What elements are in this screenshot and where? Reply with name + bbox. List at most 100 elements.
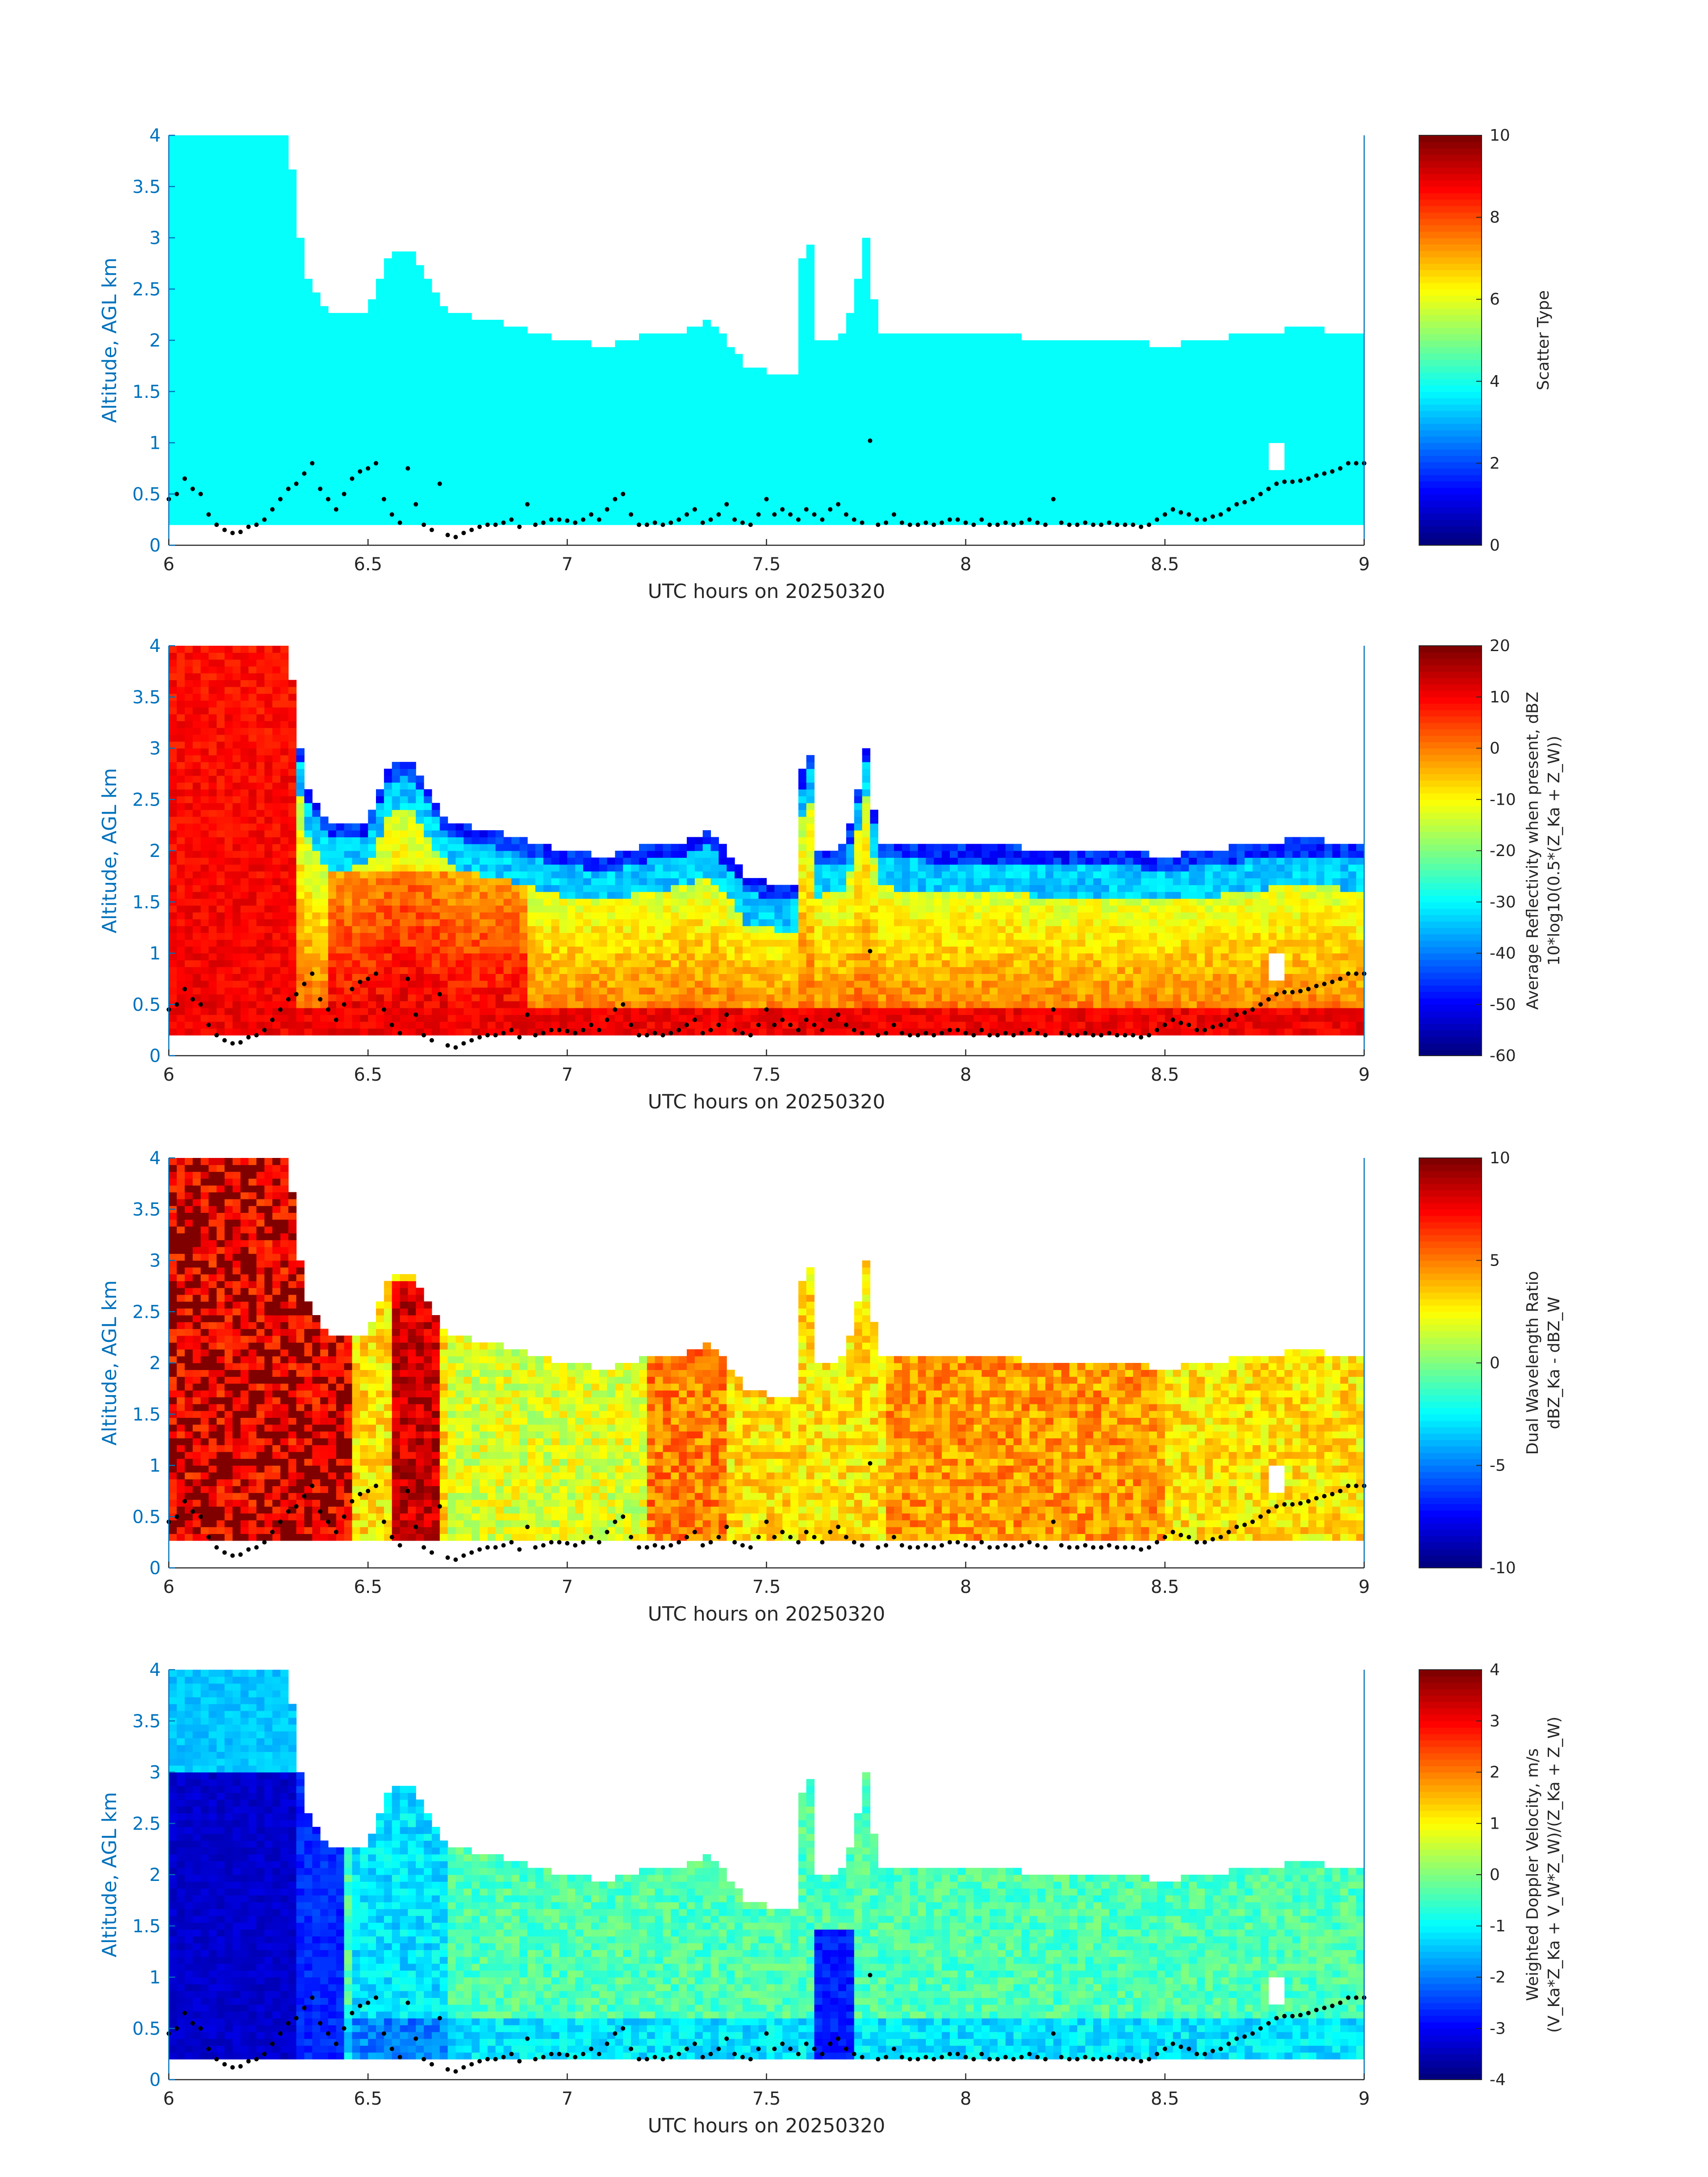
heatmap-cell [567,415,576,423]
colorbar-swatch [1419,494,1482,501]
heatmap-cell [567,484,576,491]
heatmap-cell [1244,422,1253,430]
heatmap-cell [870,490,878,498]
heatmap-cell [519,333,528,341]
heatmap-cell [352,443,360,450]
heatmap-cell [376,422,384,430]
heatmap-cell [1268,504,1277,512]
heatmap-cell [647,395,656,402]
heatmap-cell [567,360,576,368]
heatmap-cell [1332,518,1341,525]
heatmap-cell [447,333,456,341]
heatmap-cell [926,409,934,416]
heatmap-cell [1348,388,1357,395]
heatmap-cell [1117,354,1126,361]
heatmap-cell [1332,340,1341,347]
boundary-dot [700,520,705,525]
heatmap-cell [1141,470,1149,477]
heatmap-cell [519,381,528,389]
heatmap-cell [1077,354,1086,361]
heatmap-cell [1173,409,1182,416]
colorbar-swatch [1419,455,1482,463]
heatmap-cell [934,422,942,430]
heatmap-cell [942,443,950,450]
heatmap-cell [336,360,345,368]
heatmap-cell [192,320,201,327]
heatmap-cell [272,196,281,204]
heatmap-cell [671,429,679,436]
heatmap-cell [981,347,990,355]
heatmap-cell [217,258,225,266]
heatmap-cell [424,470,432,477]
heatmap-cell [615,401,623,409]
heatmap-cell [392,285,401,293]
heatmap-cell [1340,504,1349,512]
heatmap-cell [248,333,257,341]
heatmap-cell [169,518,177,525]
heatmap-cell [1125,374,1133,382]
heatmap-cell [1149,484,1157,491]
heatmap-cell [639,381,647,389]
heatmap-cell [655,368,663,375]
heatmap-cell [232,477,241,484]
heatmap-cell [344,449,352,457]
heatmap-cell [232,285,241,293]
heatmap-cell [1253,470,1261,477]
heatmap-cell [424,477,432,484]
heatmap-cell [981,463,990,471]
heatmap-cell [400,381,408,389]
heatmap-cell [1189,374,1197,382]
heatmap-cell [1332,484,1341,491]
heatmap-cell [607,409,615,416]
heatmap-cell [965,504,974,512]
heatmap-cell [607,443,615,450]
heatmap-cell [623,443,631,450]
heatmap-cell [184,436,193,443]
heatmap-cell [200,490,209,498]
heatmap-cell [1292,443,1301,450]
heatmap-cell [782,518,791,525]
heatmap-cell [1101,360,1110,368]
heatmap-cell [1220,388,1229,395]
heatmap-cell [806,374,815,382]
heatmap-cell [464,320,472,327]
heatmap-cell [1348,511,1357,518]
heatmap-cell [288,443,297,450]
heatmap-cell [376,470,384,477]
heatmap-cell [1165,443,1173,450]
heatmap-cell [1324,354,1333,361]
heatmap-cell [965,443,974,450]
heatmap-cell [942,436,950,443]
boundary-dot [732,517,737,522]
heatmap-cell [687,484,695,491]
heatmap-cell [248,210,257,218]
heatmap-cell [232,279,241,286]
heatmap-cell [623,470,631,477]
heatmap-cell [455,340,464,347]
heatmap-cell [750,422,759,430]
heatmap-cell [1093,443,1102,450]
heatmap-cell [1029,463,1038,471]
heatmap-cell [527,401,536,409]
boundary-dot [389,512,394,517]
heatmap-cell [192,340,201,347]
heatmap-cell [718,456,727,464]
heatmap-cell [655,409,663,416]
heatmap-cell [1133,449,1141,457]
heatmap-cell [232,326,241,334]
heatmap-cell [806,326,815,334]
heatmap-cell [400,511,408,518]
heatmap-cell [192,381,201,389]
heatmap-cell [296,368,305,375]
heatmap-cell [416,456,424,464]
heatmap-cell [1197,354,1205,361]
heatmap-cell [1212,477,1221,484]
heatmap-cell [1173,436,1182,443]
heatmap-cell [710,490,719,498]
heatmap-cell [1133,422,1141,430]
heatmap-cell [878,484,886,491]
heatmap-cell [439,388,448,395]
heatmap-cell [1253,395,1261,402]
x-tick-label: 7.5 [752,554,781,575]
heatmap-cell [472,340,480,347]
